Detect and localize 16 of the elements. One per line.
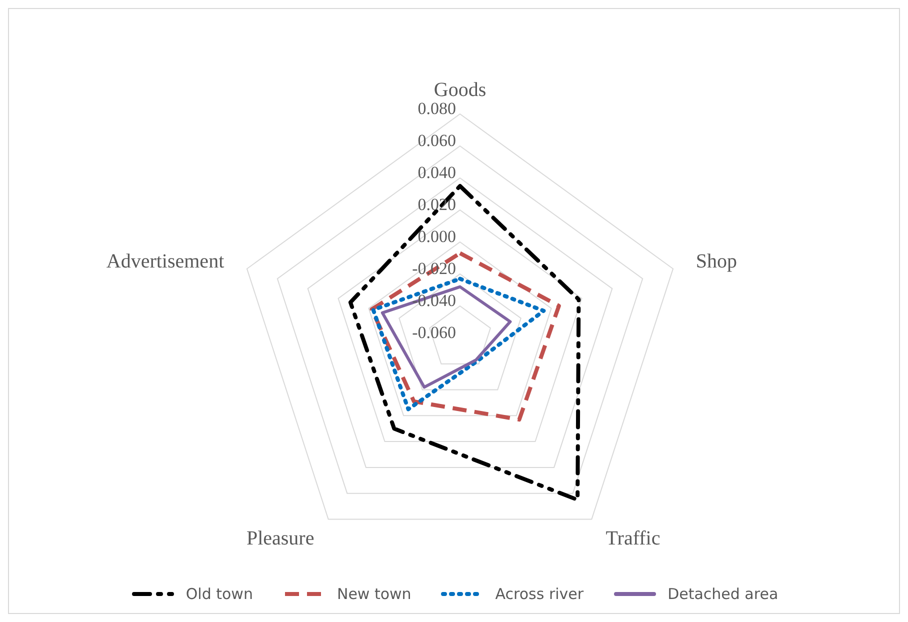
y-tick-label: 0.040	[418, 163, 456, 182]
spoke-label: Advertisement	[106, 250, 225, 272]
legend-label: Across river	[495, 585, 584, 603]
y-tick-label: -0.060	[412, 323, 456, 342]
legend-label: Detached area	[668, 585, 778, 603]
spoke-label: Traffic	[606, 528, 660, 550]
spoke-label: Goods	[434, 79, 486, 101]
y-tick-label: -0.040	[412, 291, 456, 310]
spoke-label: Shop	[696, 250, 737, 272]
y-tick-label: 0.060	[418, 131, 456, 150]
y-tick-label: 0.080	[418, 99, 456, 118]
y-tick-label: 0.000	[418, 227, 456, 246]
spoke-label: Pleasure	[246, 528, 314, 550]
y-tick-label: 0.020	[418, 195, 456, 214]
legend-label: Old town	[186, 585, 253, 603]
legend-label: New town	[336, 585, 412, 603]
